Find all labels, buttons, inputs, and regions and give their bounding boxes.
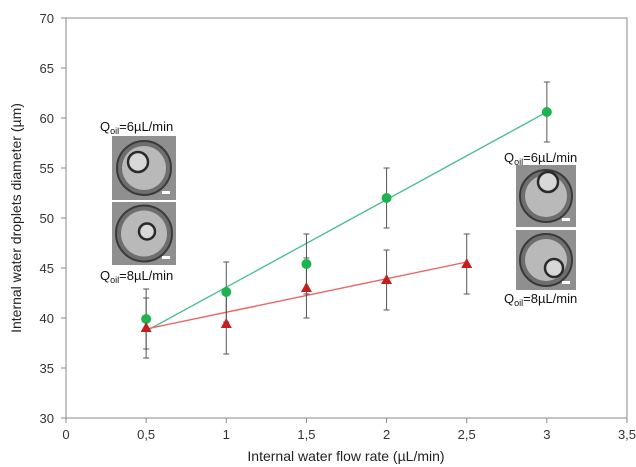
y-axis-title: Internal water droplets diameter (µm) <box>8 103 24 333</box>
y-tick-label: 45 <box>40 261 54 276</box>
y-tick-label: 55 <box>40 161 54 176</box>
flow-rate-annotation: Qoil=8µL/min <box>100 268 173 285</box>
scale-bar <box>562 218 570 221</box>
scale-bar <box>562 281 570 284</box>
x-tick-label: 1,5 <box>297 427 315 442</box>
x-tick-label: 2 <box>383 427 390 442</box>
y-tick-label: 60 <box>40 111 54 126</box>
inner-droplet <box>126 150 150 174</box>
flow-rate-annotation: Qoil=6µL/min <box>100 119 173 136</box>
inner-droplet <box>536 170 560 194</box>
micrograph-inset <box>112 136 176 200</box>
y-tick-label: 65 <box>40 61 54 76</box>
micrograph-inset <box>516 165 576 227</box>
x-axis-title: Internal water flow rate (µL/min) <box>247 448 444 464</box>
micrograph-inset <box>112 202 176 265</box>
micrograph-insets <box>112 136 576 290</box>
data-point-triangle <box>381 274 393 284</box>
y-tick-label: 40 <box>40 311 54 326</box>
axes: 0 0,5 1 1,5 2 2,5 3 3,5 30 35 40 45 50 55 60 65 70 <box>40 11 636 442</box>
flow-rate-annotation: Qoil=6µL/min <box>504 150 577 167</box>
trend-lines <box>145 111 548 332</box>
y-tick-label: 50 <box>40 211 54 226</box>
data-point-triangle <box>300 282 312 292</box>
y-tick-label: 30 <box>40 411 54 426</box>
data-point-circle <box>381 193 392 203</box>
flow-rate-annotation: Qoil=8µL/min <box>504 291 577 308</box>
y-tick-label: 35 <box>40 361 54 376</box>
scale-bar <box>162 191 170 194</box>
x-tick-label: 3,5 <box>618 427 636 442</box>
y-tick-label: 70 <box>40 11 54 26</box>
data-point-circle <box>541 107 552 117</box>
micrograph-inset <box>516 230 576 290</box>
data-point-triangle <box>461 258 473 268</box>
trend-line-1 <box>145 111 548 332</box>
inner-droplet <box>543 257 565 279</box>
x-tick-label: 3 <box>543 427 550 442</box>
data-markers <box>140 107 552 332</box>
annotations: Qoil=6µL/min Qoil=8µL/min Qoil=6µL/min Qoil… <box>100 119 577 308</box>
x-tick-label: 0 <box>62 427 69 442</box>
x-tick-label: 2,5 <box>458 427 476 442</box>
data-point-triangle <box>140 322 152 332</box>
x-tick-label: 1 <box>223 427 230 442</box>
data-point-circle <box>301 259 312 269</box>
scale-bar <box>162 256 170 259</box>
data-point-triangle <box>220 318 232 328</box>
data-point-circle <box>221 287 232 297</box>
x-tick-label: 0,5 <box>137 427 155 442</box>
inner-droplet <box>137 222 157 241</box>
data-point-circle <box>141 314 152 324</box>
